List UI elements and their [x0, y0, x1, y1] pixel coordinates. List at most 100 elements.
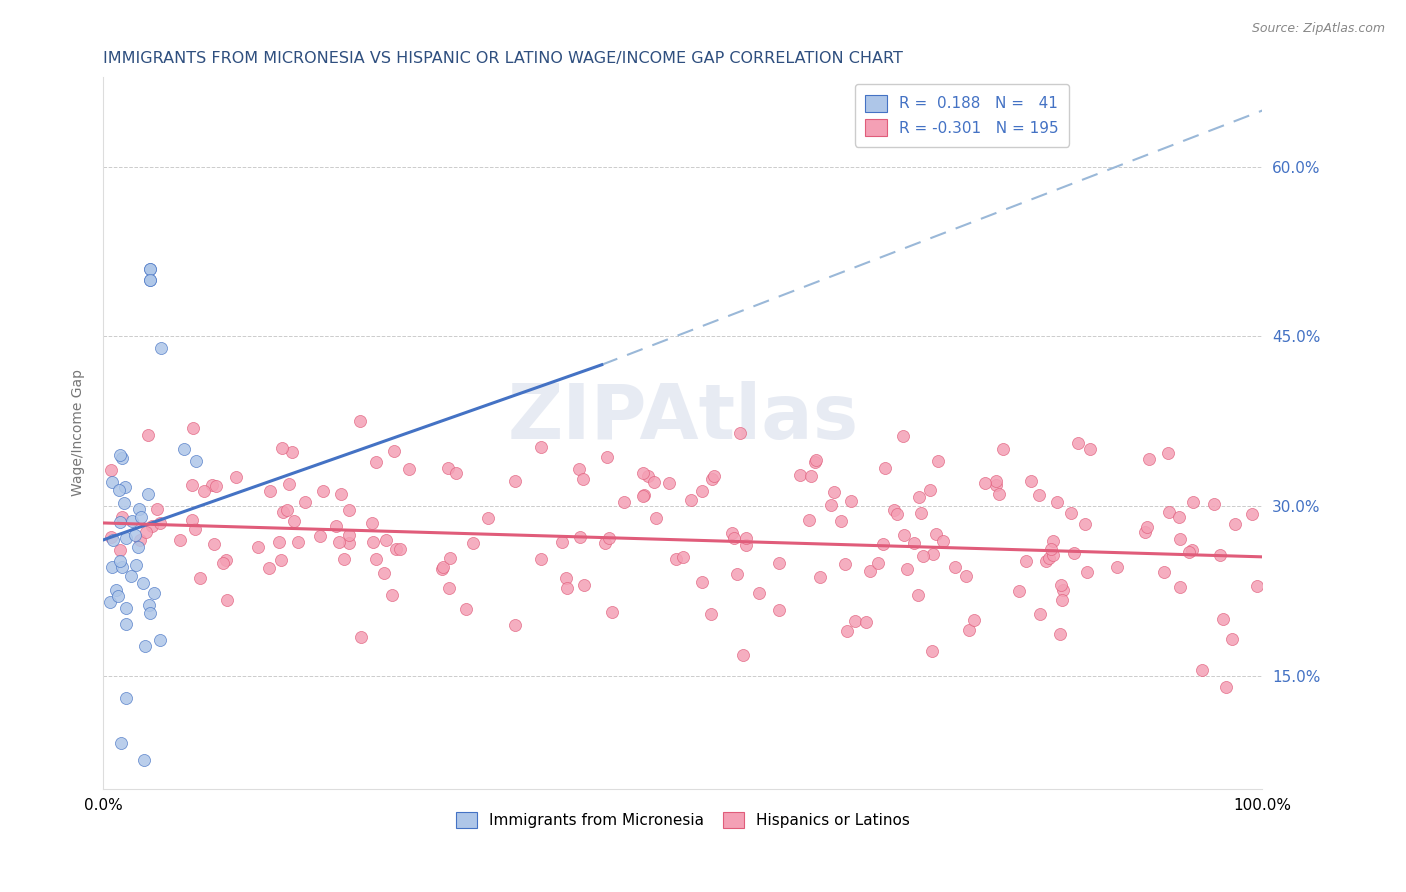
- Point: [1039, 542, 1062, 557]
- Point: [110, 736, 132, 750]
- Point: [984, 474, 1007, 488]
- Point: [893, 528, 915, 542]
- Point: [454, 602, 477, 616]
- Point: [830, 514, 852, 528]
- Point: [120, 568, 142, 582]
- Point: [918, 483, 941, 498]
- Point: [974, 476, 997, 491]
- Point: [98, 595, 121, 609]
- Point: [1074, 517, 1097, 532]
- Point: [1050, 592, 1073, 607]
- Point: [143, 585, 166, 599]
- Point: [110, 515, 132, 529]
- Point: [1042, 548, 1064, 562]
- Point: [281, 445, 304, 459]
- Text: ZIPAtlas: ZIPAtlas: [508, 381, 859, 455]
- Point: [287, 535, 309, 549]
- Point: [555, 581, 578, 595]
- Point: [150, 341, 173, 355]
- Point: [768, 603, 790, 617]
- Point: [735, 538, 758, 552]
- Point: [690, 483, 713, 498]
- Point: [136, 486, 159, 500]
- Point: [100, 530, 122, 544]
- Point: [432, 560, 454, 574]
- Point: [672, 549, 695, 564]
- Point: [600, 605, 623, 619]
- Point: [104, 583, 127, 598]
- Point: [1215, 680, 1237, 694]
- Point: [121, 515, 143, 529]
- Point: [149, 632, 172, 647]
- Point: [115, 691, 138, 706]
- Legend: Immigrants from Micronesia, Hispanics or Latinos: Immigrants from Micronesia, Hispanics or…: [450, 805, 917, 834]
- Point: [477, 511, 499, 525]
- Point: [903, 536, 925, 550]
- Point: [385, 541, 408, 556]
- Text: IMMIGRANTS FROM MICRONESIA VS HISPANIC OR LATINO WAGE/INCOME GAP CORRELATION CHA: IMMIGRANTS FROM MICRONESIA VS HISPANIC O…: [103, 51, 903, 66]
- Point: [138, 273, 160, 287]
- Point: [325, 519, 347, 533]
- Point: [108, 448, 131, 462]
- Point: [700, 607, 723, 622]
- Point: [188, 571, 211, 585]
- Point: [503, 474, 526, 488]
- Point: [125, 558, 148, 572]
- Point: [993, 442, 1015, 457]
- Point: [643, 475, 665, 489]
- Point: [364, 552, 387, 566]
- Point: [855, 615, 877, 629]
- Point: [215, 593, 238, 607]
- Point: [139, 606, 162, 620]
- Point: [103, 533, 125, 548]
- Point: [107, 483, 129, 498]
- Point: [1046, 495, 1069, 509]
- Point: [963, 613, 986, 627]
- Point: [943, 559, 966, 574]
- Point: [132, 753, 155, 767]
- Point: [1067, 435, 1090, 450]
- Point: [720, 525, 742, 540]
- Point: [361, 535, 384, 549]
- Point: [128, 533, 150, 547]
- Point: [214, 553, 236, 567]
- Point: [128, 501, 150, 516]
- Point: [135, 524, 157, 539]
- Point: [127, 540, 149, 554]
- Point: [382, 444, 405, 458]
- Point: [1182, 495, 1205, 509]
- Point: [1038, 550, 1060, 565]
- Point: [1015, 554, 1038, 568]
- Point: [461, 536, 484, 550]
- Point: [330, 487, 353, 501]
- Point: [631, 489, 654, 503]
- Point: [800, 468, 823, 483]
- Point: [644, 510, 666, 524]
- Point: [932, 533, 955, 548]
- Point: [872, 537, 894, 551]
- Point: [270, 442, 292, 456]
- Point: [374, 533, 396, 548]
- Point: [595, 450, 617, 464]
- Point: [921, 644, 943, 658]
- Point: [1178, 544, 1201, 558]
- Point: [312, 484, 335, 499]
- Point: [111, 451, 134, 466]
- Point: [132, 575, 155, 590]
- Point: [631, 467, 654, 481]
- Point: [439, 551, 461, 566]
- Point: [1076, 566, 1098, 580]
- Point: [364, 455, 387, 469]
- Point: [1035, 554, 1057, 568]
- Point: [201, 478, 224, 492]
- Point: [101, 475, 124, 489]
- Point: [270, 553, 292, 567]
- Point: [112, 496, 135, 510]
- Point: [633, 488, 655, 502]
- Point: [530, 440, 553, 454]
- Point: [138, 273, 160, 287]
- Point: [1225, 517, 1247, 532]
- Point: [101, 560, 124, 574]
- Point: [1181, 543, 1204, 558]
- Point: [115, 617, 138, 632]
